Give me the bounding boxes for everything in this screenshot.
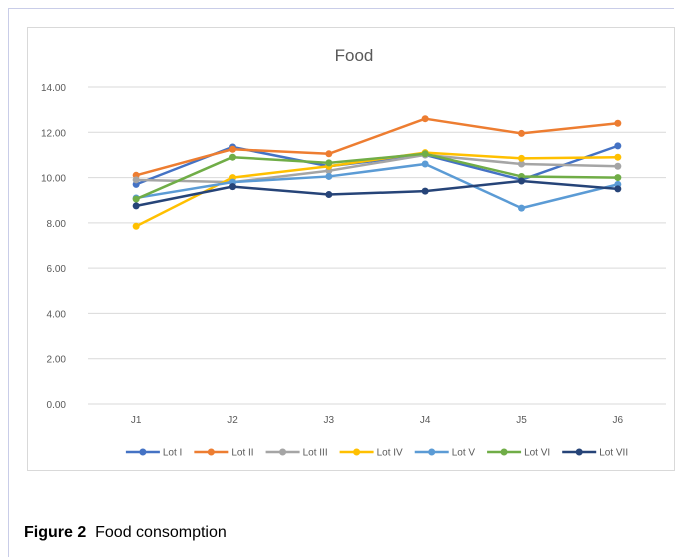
series-line-lot-v (135, 162, 619, 210)
series-line-lot-vii (135, 179, 618, 208)
page-frame (8, 8, 674, 557)
data-point-lot-ii (614, 119, 622, 127)
data-point-lot-vii (614, 185, 622, 193)
data-point-lot-v (518, 204, 525, 212)
data-point-lot-ii (325, 150, 333, 158)
data-point-lot-iv (518, 154, 525, 162)
data-point-lot-vii (132, 202, 140, 210)
data-point-lot-vi (421, 150, 429, 158)
y-tick-label: 2.00 (47, 355, 67, 366)
y-tick-label: 10.00 (41, 174, 66, 185)
data-point-lot-i (614, 142, 622, 150)
figure-label: Figure 2 (24, 524, 87, 541)
legend-marker (279, 448, 287, 456)
data-point-lot-vi (229, 153, 236, 161)
legend-marker (139, 448, 147, 456)
legend-label: Lot VII (599, 448, 628, 459)
data-point-lot-vii (229, 183, 236, 191)
figure-caption: Figure 2 Food consomption (24, 524, 227, 542)
data-point-lot-vii (325, 191, 333, 199)
x-tick-label: J3 (324, 415, 335, 426)
y-tick-label: 8.00 (47, 219, 67, 230)
legend-label: Lot V (452, 448, 476, 459)
data-point-lot-vii (518, 177, 525, 185)
chart-title: Food (335, 46, 374, 65)
data-point-lot-ii (421, 115, 429, 123)
legend-label: Lot IV (377, 448, 403, 459)
x-tick-label: J4 (420, 415, 431, 426)
data-point-lot-iii (132, 176, 140, 184)
data-point-lot-ii (518, 129, 525, 137)
legend-marker (207, 448, 215, 456)
data-point-lot-v (325, 172, 333, 180)
series-line-lot-vi (135, 152, 618, 201)
legend-label: Lot VI (524, 448, 550, 459)
line-chart: Food 0.00 2.00 4.00 6.00 8.00 10.00 12.00 14.00 J… (41, 46, 666, 459)
y-tick-label: 6.00 (47, 264, 67, 275)
data-point-lot-iii (614, 162, 622, 170)
data-point-lot-vi (325, 159, 333, 167)
y-tick-label: 0.00 (47, 400, 67, 411)
legend-label: Lot II (231, 448, 253, 459)
data-point-lot-iii (518, 160, 525, 168)
series-line-lot-iii (136, 153, 618, 184)
data-point-lot-vii (421, 187, 429, 195)
figure-caption-text: Food consomption (95, 524, 227, 541)
data-point-lot-v (421, 160, 429, 168)
x-tick-label: J2 (227, 415, 238, 426)
data-point-lot-iv (132, 222, 140, 230)
y-tick-label: 12.00 (41, 128, 66, 139)
data-point-lot-vi (132, 195, 140, 203)
x-tick-label: J5 (516, 415, 527, 426)
legend-marker (353, 448, 361, 456)
y-tick-label: 4.00 (47, 309, 67, 320)
legend-label: Lot III (303, 448, 328, 459)
data-point-lot-vi (614, 174, 622, 182)
legend-marker (500, 448, 508, 456)
chart-container: Food 0.00 2.00 4.00 6.00 8.00 10.00 12.00 14.00 J… (27, 27, 675, 471)
series-line-lot-ii (135, 117, 618, 177)
legend-marker (575, 448, 583, 456)
x-tick-label: J6 (613, 415, 624, 426)
y-tick-label: 14.00 (41, 83, 66, 94)
data-point-lot-iv (614, 153, 622, 161)
legend-marker (428, 448, 436, 456)
x-tick-label: J1 (131, 415, 142, 426)
legend-label: Lot I (163, 448, 182, 459)
data-point-lot-ii (229, 145, 236, 153)
